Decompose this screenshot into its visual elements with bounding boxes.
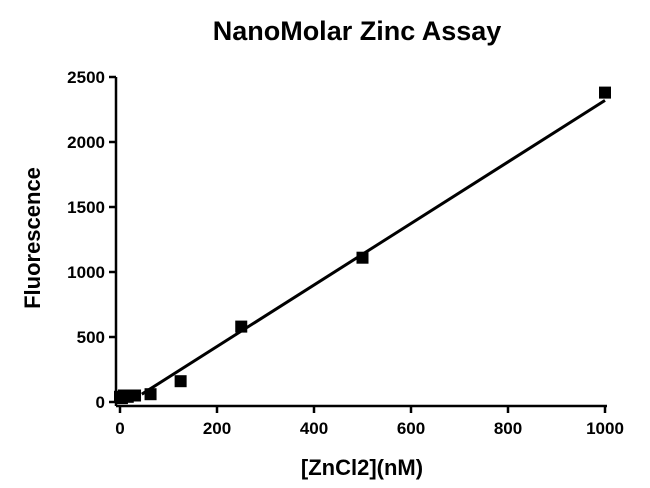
data-point [129, 389, 142, 402]
data-point [356, 251, 369, 264]
data-point [235, 320, 248, 333]
chart-title: NanoMolar Zinc Assay [213, 16, 502, 46]
x-tick-label: 0 [115, 419, 124, 438]
data-point [174, 375, 187, 388]
x-tick-label: 800 [494, 419, 522, 438]
y-tick-label: 2500 [67, 68, 105, 87]
x-tick-label: 400 [300, 419, 328, 438]
y-tick-label: 1000 [67, 263, 105, 282]
y-tick-label: 500 [77, 328, 105, 347]
fit-line [141, 99, 606, 396]
y-tick-label: 0 [96, 393, 105, 412]
plot-area: 0 500 1000 1500 2000 2500 0 200 400 600 800 1000 [67, 68, 624, 438]
x-tick-label: 600 [397, 419, 425, 438]
data-point [144, 388, 157, 401]
y-axis-label: Fluorescence [20, 167, 45, 309]
data-point [599, 86, 611, 99]
y-tick-label: 2000 [67, 133, 105, 152]
y-tick-label: 1500 [67, 198, 105, 217]
x-tick-label: 1000 [586, 419, 624, 438]
x-tick-label: 200 [203, 419, 231, 438]
x-axis-label: [ZnCl2](nM) [301, 455, 423, 480]
